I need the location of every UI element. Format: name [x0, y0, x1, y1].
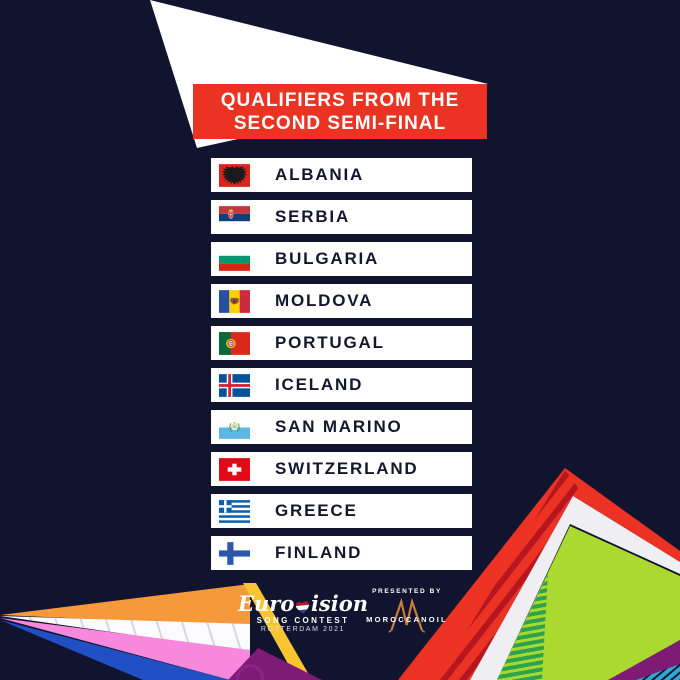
albania-flag-icon: [219, 163, 250, 187]
country-list: ALBANIA SERBIA BULGARIA MOLDOVA PORTUGAL…: [211, 158, 472, 578]
eurovision-wordmark: Euro ision: [238, 593, 368, 614]
country-row: BULGARIA: [211, 242, 472, 276]
moroccanoil-label: MOROCCANOIL: [366, 615, 448, 624]
country-row: MOLDOVA: [211, 284, 472, 318]
bottom-left-decoration: [0, 575, 340, 680]
eurovision-word-end: ision: [310, 591, 368, 616]
greece-flag-icon: [219, 499, 250, 523]
purple-ring: [236, 664, 264, 680]
country-name: MOLDOVA: [275, 291, 374, 310]
country-name: SAN MARINO: [275, 417, 403, 436]
country-name: ALBANIA: [275, 165, 365, 184]
moroccanoil-m-icon: [388, 598, 426, 633]
presented-by-label: PRESENTED BY: [372, 588, 442, 595]
country-row: SERBIA: [211, 200, 472, 234]
bottom-right-decoration: [380, 440, 680, 680]
headline-banner: QUALIFIERS FROM THE SECOND SEMI-FINAL: [193, 84, 487, 139]
portugal-flag-icon: [219, 331, 250, 355]
iceland-flag-icon: [219, 373, 250, 397]
country-row: GREECE: [211, 494, 472, 528]
eurovision-word-start: Euro: [238, 591, 295, 616]
san-marino-flag-icon: [219, 415, 250, 439]
switzerland-flag-icon: [219, 457, 250, 481]
rotterdam-2021-label: ROTTERDAM 2021: [260, 626, 346, 633]
country-name: BULGARIA: [275, 249, 380, 268]
bulgaria-flag-icon: [219, 247, 250, 271]
country-row: PORTUGAL: [211, 326, 472, 360]
country-row: SWITZERLAND: [211, 452, 472, 486]
sponsor-block: PRESENTED BY MOROCCANOIL: [358, 588, 456, 636]
country-name: SERBIA: [275, 207, 351, 226]
country-name: PORTUGAL: [275, 333, 385, 352]
serbia-flag-icon: [219, 205, 250, 229]
country-name: SWITZERLAND: [275, 459, 419, 478]
country-row: FINLAND: [211, 536, 472, 570]
headline-line2: SECOND SEMI-FINAL: [233, 112, 447, 134]
eurovision-logo: Euro ision SONG CONTEST ROTTERDAM 2021: [238, 593, 368, 633]
country-name: GREECE: [275, 501, 358, 520]
song-contest-label: SONG CONTEST: [256, 616, 350, 625]
country-name: FINLAND: [275, 543, 363, 562]
moldova-flag-icon: [219, 289, 250, 313]
headline-line1: QUALIFIERS FROM THE: [220, 89, 460, 111]
dutch-flag-heart-icon: [295, 595, 311, 614]
finland-flag-icon: [219, 541, 250, 565]
country-row: ICELAND: [211, 368, 472, 402]
country-row: ALBANIA: [211, 158, 472, 192]
country-name: ICELAND: [275, 375, 364, 394]
country-row: SAN MARINO: [211, 410, 472, 444]
